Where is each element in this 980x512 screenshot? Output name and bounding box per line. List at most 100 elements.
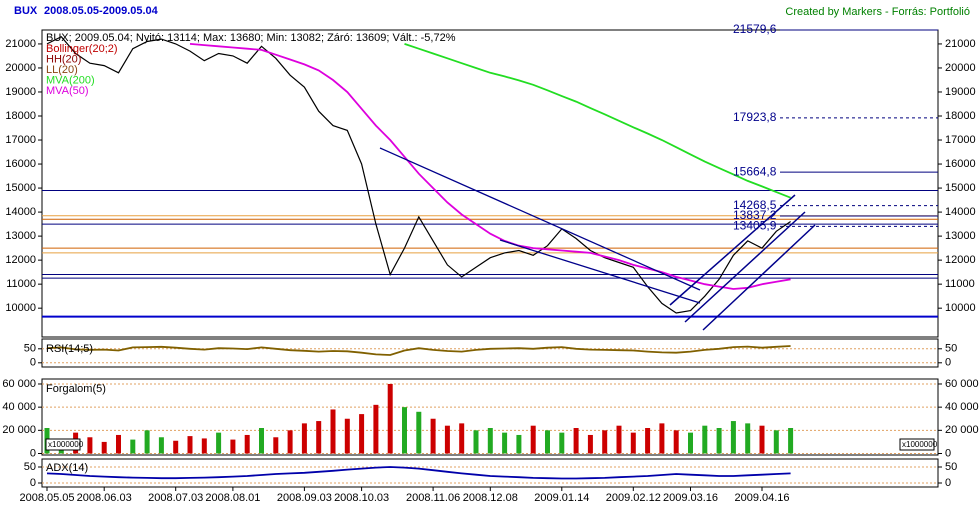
y-tick-label: 60 000 (945, 378, 979, 390)
volume-bar (773, 430, 779, 454)
volume-bar (444, 425, 450, 454)
y-tick-label: 17000 (945, 134, 976, 146)
volume-bar (788, 428, 794, 454)
volume-bar (230, 439, 236, 454)
volume-bar (688, 432, 693, 454)
volume-bar (144, 430, 150, 454)
volume-bar (244, 434, 250, 454)
volume-bar (587, 434, 593, 454)
y-tick-label: 12000 (5, 254, 36, 266)
y-tick-label: 13000 (5, 230, 36, 242)
volume-bar (745, 423, 751, 454)
series-line (189, 43, 791, 290)
main-panel (41, 29, 939, 338)
volume-bar (459, 423, 465, 454)
y-tick-label: 11000 (945, 278, 975, 290)
y-tick-label: 20000 (945, 62, 976, 74)
volume-bar (87, 437, 93, 454)
unit-label: x1000000 (48, 440, 84, 449)
volume-bar (201, 438, 207, 454)
volume-bar (545, 430, 550, 454)
y-tick-label: 19000 (945, 86, 976, 98)
channel-line (684, 211, 806, 323)
x-tick-label: 2009.03.16 (663, 492, 718, 504)
channel-line (702, 224, 816, 331)
y-tick-label: 0 (945, 357, 951, 369)
level-label: 13837,2 (733, 208, 777, 222)
y-tick-label: 18000 (945, 110, 976, 122)
volume-bar (730, 421, 736, 454)
x-tick-label: 2008.05.05 (19, 492, 74, 504)
x-tick-label: 2009.02.12 (606, 492, 661, 504)
volume-bar (287, 430, 293, 454)
trend-line (499, 239, 701, 304)
volume-bar (702, 425, 708, 454)
legend-entry: MVA(50) (46, 85, 89, 97)
level-label: 17923,8 (733, 110, 777, 124)
unit-label: x1000000 (902, 440, 938, 449)
y-tick-label: 16000 (5, 158, 36, 170)
series-line (404, 43, 791, 199)
y-tick-label: 60 000 (2, 378, 36, 390)
y-tick-label: 0 (30, 357, 36, 369)
y-tick-label: 0 (945, 447, 951, 459)
legend-entry: Bollinger(20;2) (46, 43, 118, 55)
volume-bar (759, 425, 765, 454)
y-tick-label: 0 (945, 477, 951, 489)
y-tick-label: 15000 (5, 182, 36, 194)
volume-bar (659, 423, 665, 454)
volume-bar (116, 434, 121, 454)
volume-bar (301, 423, 307, 454)
y-tick-label: 14000 (945, 206, 976, 218)
header-title: BUX (14, 5, 38, 17)
y-tick-label: 20 000 (2, 424, 36, 436)
y-tick-label: 40 000 (2, 401, 36, 413)
y-tick-label: 16000 (945, 158, 976, 170)
volume-bar (273, 437, 279, 454)
x-tick-label: 2008.07.03 (148, 492, 203, 504)
trend-line (379, 147, 701, 291)
y-tick-label: 15000 (945, 182, 976, 194)
y-tick-label: 21000 (5, 38, 36, 50)
series-line (46, 35, 791, 314)
volume-bar (316, 421, 322, 454)
volume-bar (344, 418, 350, 454)
volume-title: Forgalom(5) (46, 383, 106, 395)
y-tick-label: 10000 (5, 302, 36, 314)
y-tick-label: 50 (945, 461, 957, 473)
x-tick-label: 2008.06.03 (77, 492, 132, 504)
volume-bar (101, 441, 107, 454)
volume-bar (530, 425, 536, 454)
adx-title: ADX(14) (46, 462, 88, 474)
channel-line (669, 194, 796, 306)
y-tick-label: 0 (30, 447, 36, 459)
unit-box (45, 438, 81, 451)
level-label: 21579,6 (733, 22, 777, 36)
volume-bar (516, 434, 522, 454)
volume-bar (216, 432, 222, 454)
volume-bar (430, 418, 436, 454)
x-tick-label: 2008.10.03 (334, 492, 389, 504)
y-tick-label: 12000 (945, 254, 976, 266)
y-tick-label: 17000 (5, 134, 36, 146)
volume-bar (602, 430, 608, 454)
level-label: 15664,8 (733, 164, 777, 178)
x-tick-label: 2008.09.03 (277, 492, 332, 504)
volume-bar (645, 428, 651, 454)
level-label: 13405,9 (733, 219, 777, 233)
x-tick-label: 2008.11.06 (406, 492, 460, 504)
info-text: BUX; 2009.05.04; Nyitó: 13114; Max: 1368… (46, 32, 456, 44)
credit: Created by Markers - Forrás: Portfolió (785, 6, 970, 18)
legend-entry: HH(20) (46, 53, 81, 65)
y-tick-label: 20 000 (945, 424, 979, 436)
volume-bar (259, 428, 264, 454)
y-tick-label: 50 (945, 343, 957, 355)
volume-bar (330, 409, 336, 454)
series-line (46, 466, 791, 480)
volume-bar (373, 404, 379, 454)
y-tick-label: 40 000 (945, 401, 979, 413)
volume-bar (173, 440, 179, 454)
y-tick-label: 20000 (5, 62, 36, 74)
x-tick-label: 2009.04.16 (734, 492, 789, 504)
